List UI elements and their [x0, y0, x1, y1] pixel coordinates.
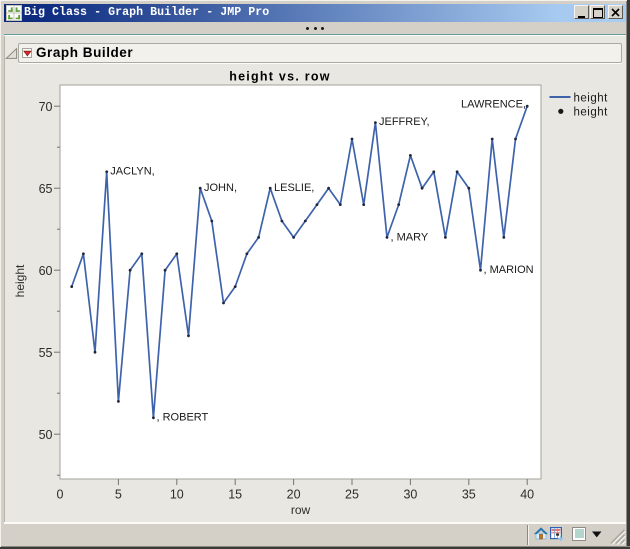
svg-text:65: 65 — [39, 182, 53, 196]
svg-text:height: height — [574, 92, 609, 104]
svg-text:, ROBERT: , ROBERT — [157, 411, 209, 423]
svg-text:55: 55 — [39, 346, 53, 360]
svg-text:0: 0 — [57, 488, 64, 502]
svg-text:30: 30 — [403, 488, 417, 502]
svg-text:, MARY: , MARY — [391, 231, 429, 243]
svg-text:LESLIE,: LESLIE, — [274, 182, 314, 194]
svg-text:25: 25 — [345, 488, 359, 502]
svg-text:JOHN,: JOHN, — [204, 182, 237, 194]
svg-text:10: 10 — [170, 488, 184, 502]
svg-text:40: 40 — [520, 488, 534, 502]
svg-text:row: row — [291, 503, 311, 517]
svg-text:LAWRENCE,: LAWRENCE, — [461, 98, 526, 110]
svg-text:15: 15 — [228, 488, 242, 502]
svg-text:height: height — [13, 264, 27, 297]
svg-text:20: 20 — [287, 488, 301, 502]
svg-text:JEFFREY,: JEFFREY, — [379, 116, 430, 128]
svg-text:height vs. row: height vs. row — [229, 70, 331, 84]
svg-text:5: 5 — [115, 488, 122, 502]
svg-text:35: 35 — [462, 488, 476, 502]
svg-text:, MARION: , MARION — [484, 264, 534, 276]
svg-text:60: 60 — [39, 264, 53, 278]
svg-text:height: height — [574, 107, 609, 119]
svg-text:70: 70 — [39, 100, 53, 114]
svg-text:JACLYN,: JACLYN, — [110, 166, 154, 178]
svg-text:50: 50 — [39, 428, 53, 442]
